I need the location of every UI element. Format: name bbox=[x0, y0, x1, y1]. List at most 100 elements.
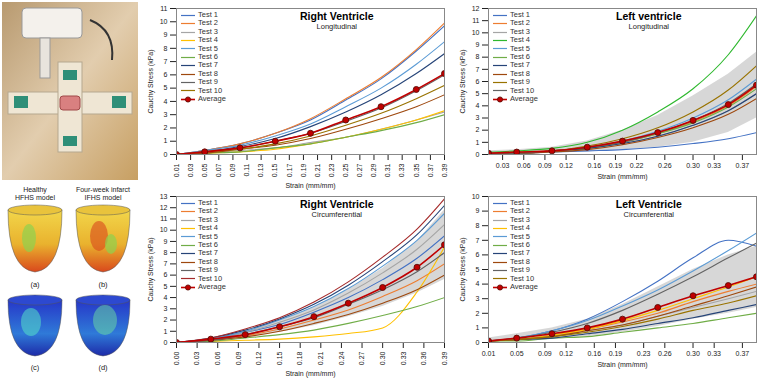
svg-text:10: 10 bbox=[160, 18, 168, 25]
svg-text:0.05: 0.05 bbox=[510, 350, 524, 357]
svg-text:0.22: 0.22 bbox=[630, 162, 644, 169]
svg-text:1: 1 bbox=[164, 137, 168, 144]
svg-text:11: 11 bbox=[160, 215, 167, 222]
svg-text:0.23: 0.23 bbox=[328, 163, 335, 177]
svg-text:12: 12 bbox=[160, 204, 168, 211]
svg-text:10: 10 bbox=[472, 29, 480, 36]
svg-text:10: 10 bbox=[160, 226, 168, 233]
svg-text:Cauchy Stress (kPa): Cauchy Stress (kPa) bbox=[147, 237, 155, 301]
svg-text:0.12: 0.12 bbox=[559, 350, 573, 357]
svg-text:4: 4 bbox=[476, 280, 480, 287]
svg-text:Four-week infarct: Four-week infarct bbox=[76, 186, 130, 193]
svg-text:Cauchy Stress (kPa): Cauchy Stress (kPa) bbox=[459, 237, 467, 301]
svg-text:7: 7 bbox=[164, 58, 168, 65]
svg-text:0.11: 0.11 bbox=[243, 163, 250, 176]
svg-text:0.18: 0.18 bbox=[296, 351, 303, 365]
svg-text:5: 5 bbox=[476, 90, 480, 97]
svg-text:(a): (a) bbox=[30, 280, 40, 289]
svg-text:0.37: 0.37 bbox=[427, 163, 434, 177]
svg-text:0.16: 0.16 bbox=[587, 350, 601, 357]
svg-text:(b): (b) bbox=[98, 280, 108, 289]
svg-text:5: 5 bbox=[476, 266, 480, 273]
svg-text:0.13: 0.13 bbox=[257, 163, 264, 177]
svg-text:8: 8 bbox=[164, 249, 168, 256]
svg-text:0.33: 0.33 bbox=[707, 162, 721, 169]
svg-text:0.39: 0.39 bbox=[441, 163, 448, 177]
svg-text:4: 4 bbox=[476, 102, 480, 109]
svg-text:0.12: 0.12 bbox=[255, 351, 262, 365]
svg-text:1: 1 bbox=[476, 324, 480, 331]
svg-text:12: 12 bbox=[472, 5, 480, 12]
svg-text:1: 1 bbox=[476, 139, 480, 146]
svg-text:6: 6 bbox=[164, 271, 168, 278]
svg-text:9: 9 bbox=[164, 238, 168, 245]
svg-text:5: 5 bbox=[164, 84, 168, 91]
svg-text:3: 3 bbox=[164, 111, 168, 118]
svg-text:0.21: 0.21 bbox=[317, 351, 324, 365]
svg-text:0.26: 0.26 bbox=[658, 350, 672, 357]
svg-text:0.27: 0.27 bbox=[356, 163, 363, 177]
svg-text:11: 11 bbox=[160, 5, 167, 12]
svg-text:9: 9 bbox=[164, 31, 168, 38]
svg-text:0.03: 0.03 bbox=[187, 163, 194, 177]
svg-text:6: 6 bbox=[164, 71, 168, 78]
svg-text:1: 1 bbox=[164, 328, 168, 335]
svg-text:0.36: 0.36 bbox=[420, 351, 427, 365]
svg-text:9: 9 bbox=[476, 207, 480, 214]
svg-text:2: 2 bbox=[476, 126, 480, 133]
svg-text:0.19: 0.19 bbox=[300, 163, 307, 177]
svg-text:4: 4 bbox=[164, 294, 168, 301]
svg-text:0.15: 0.15 bbox=[271, 163, 278, 177]
svg-text:0: 0 bbox=[476, 339, 480, 346]
svg-text:0.25: 0.25 bbox=[342, 163, 349, 177]
svg-text:0.16: 0.16 bbox=[587, 162, 601, 169]
svg-text:7: 7 bbox=[476, 66, 480, 73]
svg-text:0.37: 0.37 bbox=[736, 350, 750, 357]
svg-text:7: 7 bbox=[164, 260, 168, 267]
svg-text:0.24: 0.24 bbox=[338, 351, 345, 365]
svg-text:0.23: 0.23 bbox=[637, 350, 651, 357]
svg-text:0: 0 bbox=[476, 151, 480, 158]
svg-text:8: 8 bbox=[476, 222, 480, 229]
svg-text:0.06: 0.06 bbox=[517, 162, 531, 169]
svg-text:0.09: 0.09 bbox=[538, 350, 552, 357]
svg-text:3: 3 bbox=[476, 114, 480, 121]
svg-text:0.31: 0.31 bbox=[384, 163, 391, 177]
svg-text:10: 10 bbox=[472, 193, 480, 200]
svg-text:0.19: 0.19 bbox=[609, 162, 623, 169]
svg-text:8: 8 bbox=[476, 53, 480, 60]
svg-text:0.26: 0.26 bbox=[658, 162, 672, 169]
svg-text:0.00: 0.00 bbox=[173, 351, 180, 365]
svg-text:6: 6 bbox=[476, 251, 480, 258]
svg-text:0.07: 0.07 bbox=[215, 163, 222, 177]
svg-text:0.06: 0.06 bbox=[214, 351, 221, 365]
svg-text:IFHS model: IFHS model bbox=[85, 194, 122, 201]
svg-text:7: 7 bbox=[476, 237, 480, 244]
svg-text:0.05: 0.05 bbox=[201, 163, 208, 177]
svg-text:0.09: 0.09 bbox=[235, 351, 242, 365]
svg-text:Cauchy Stress (kPa): Cauchy Stress (kPa) bbox=[147, 49, 155, 113]
svg-text:(d): (d) bbox=[98, 363, 108, 372]
svg-text:2: 2 bbox=[164, 124, 168, 131]
svg-text:0.35: 0.35 bbox=[413, 163, 420, 177]
svg-text:Strain (mm/mm): Strain (mm/mm) bbox=[285, 182, 335, 190]
svg-text:0.09: 0.09 bbox=[229, 163, 236, 177]
svg-text:0.39: 0.39 bbox=[441, 351, 448, 365]
svg-text:0.01: 0.01 bbox=[173, 163, 180, 177]
svg-text:0.01: 0.01 bbox=[482, 350, 496, 357]
svg-text:0.33: 0.33 bbox=[400, 351, 407, 365]
svg-text:13: 13 bbox=[160, 193, 168, 200]
svg-text:Healthy: Healthy bbox=[23, 186, 47, 194]
svg-text:0.03: 0.03 bbox=[496, 162, 510, 169]
svg-text:0: 0 bbox=[164, 151, 168, 158]
svg-text:0.09: 0.09 bbox=[538, 162, 552, 169]
svg-text:0.17: 0.17 bbox=[286, 163, 293, 177]
svg-text:3: 3 bbox=[476, 295, 480, 302]
svg-text:Strain (mm/mm): Strain (mm/mm) bbox=[285, 370, 335, 378]
svg-text:0.12: 0.12 bbox=[559, 162, 573, 169]
svg-text:HFHS model: HFHS model bbox=[15, 194, 56, 201]
svg-text:5: 5 bbox=[164, 283, 168, 290]
svg-text:0: 0 bbox=[164, 339, 168, 346]
svg-text:0.21: 0.21 bbox=[314, 163, 321, 177]
svg-text:0.03: 0.03 bbox=[193, 351, 200, 365]
